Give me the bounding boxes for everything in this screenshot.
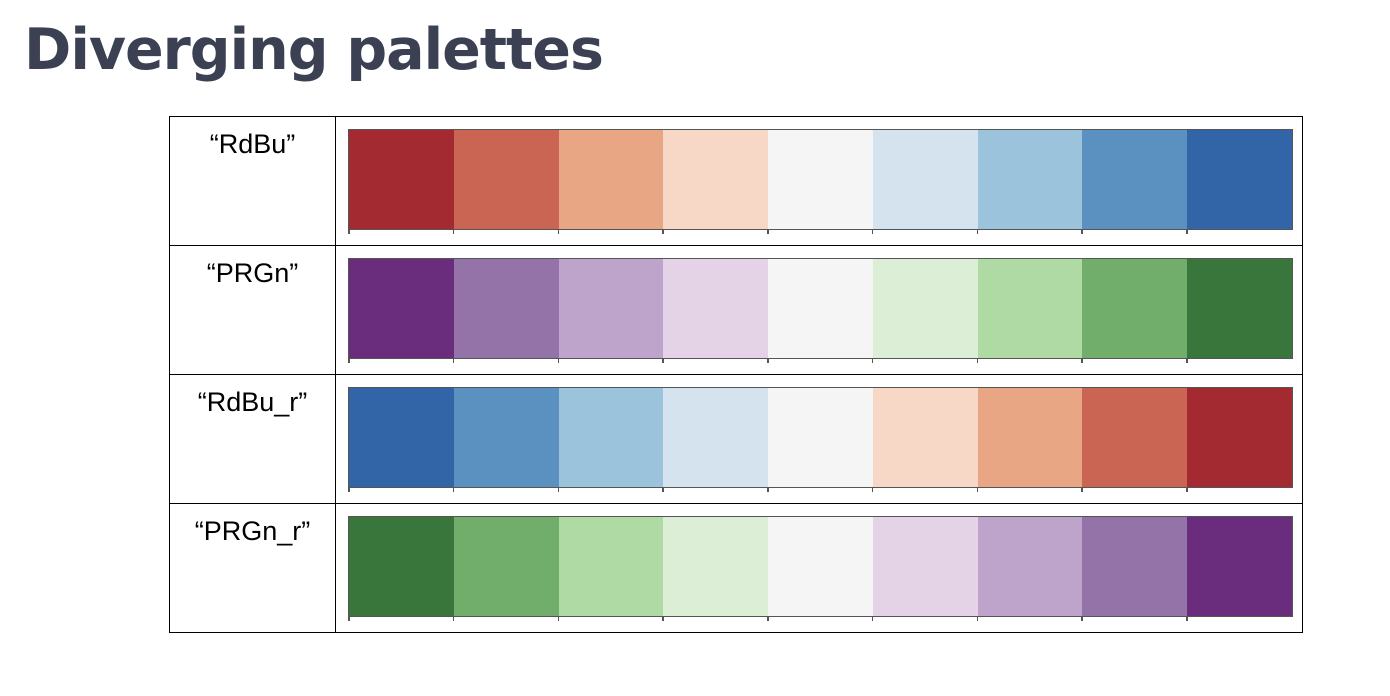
palette-name: “PRGn” [169, 245, 336, 375]
palette-row-prgn-r: “PRGn_r” [169, 503, 1303, 633]
color-swatch [767, 259, 873, 363]
color-swatch [557, 388, 664, 492]
color-swatch [1186, 130, 1293, 234]
color-swatch [662, 517, 769, 621]
color-swatch [1186, 259, 1293, 363]
color-strip [348, 129, 1293, 234]
color-strip [348, 387, 1293, 492]
color-swatch [976, 130, 1083, 234]
color-swatch [452, 259, 559, 363]
color-swatch [662, 259, 769, 363]
color-swatch [662, 130, 769, 234]
color-swatch [1081, 130, 1188, 234]
color-swatch [871, 130, 978, 234]
palette-row-rdbu: “RdBu” [169, 116, 1303, 246]
color-swatch [1081, 259, 1188, 363]
palette-name: “PRGn_r” [169, 503, 336, 633]
page-title: Diverging palettes [24, 17, 604, 83]
palette-row-prgn: “PRGn” [169, 245, 1303, 375]
color-swatch [452, 130, 559, 234]
color-swatch [557, 130, 664, 234]
palette-name: “RdBu” [169, 116, 336, 246]
color-strip [348, 516, 1293, 621]
color-swatch [348, 259, 454, 363]
color-swatch [976, 259, 1083, 363]
color-swatch [1186, 388, 1293, 492]
color-swatch [348, 130, 454, 234]
color-swatch [1081, 388, 1188, 492]
color-swatch [871, 259, 978, 363]
color-swatch [557, 517, 664, 621]
color-swatch [767, 388, 873, 492]
color-swatch [767, 517, 873, 621]
color-strip [348, 258, 1293, 363]
color-swatch [1081, 517, 1188, 621]
color-swatch [976, 517, 1083, 621]
palette-table: “RdBu” “PRGn” “RdBu_r” “PRGn_r” [169, 116, 1303, 633]
color-swatch [662, 388, 769, 492]
color-swatch [557, 259, 664, 363]
color-swatch [452, 517, 559, 621]
color-swatch [348, 388, 454, 492]
color-swatch [348, 517, 454, 621]
palette-name: “RdBu_r” [169, 374, 336, 504]
palette-row-rdbu-r: “RdBu_r” [169, 374, 1303, 504]
color-swatch [871, 388, 978, 492]
color-swatch [1186, 517, 1293, 621]
color-swatch [976, 388, 1083, 492]
color-swatch [452, 388, 559, 492]
color-swatch [767, 130, 873, 234]
color-swatch [871, 517, 978, 621]
